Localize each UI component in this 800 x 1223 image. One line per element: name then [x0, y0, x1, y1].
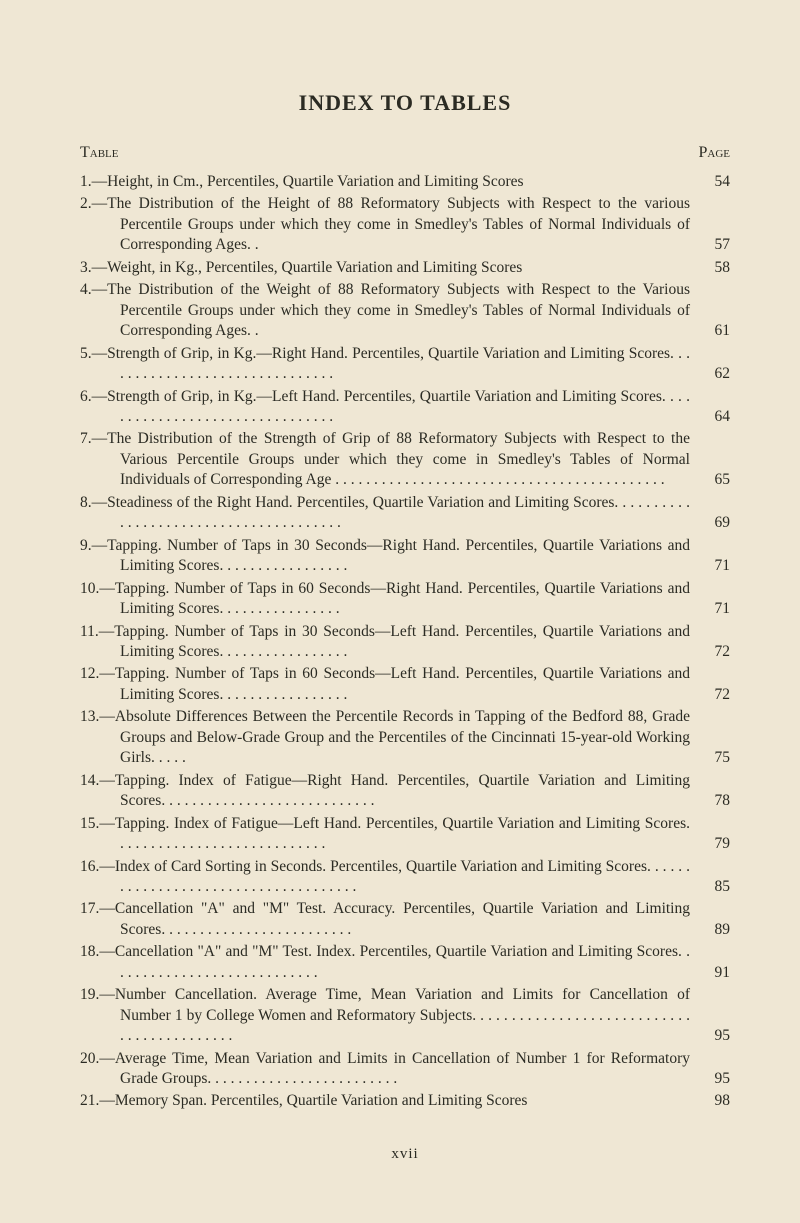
column-header-row: Table Page: [80, 144, 730, 162]
index-entry: 20.—Average Time, Mean Variation and Lim…: [80, 1049, 730, 1090]
index-entry-page: 78: [690, 791, 730, 811]
index-entry: 10.—Tapping. Number of Taps in 60 Second…: [80, 579, 730, 620]
index-entry-page: 95: [690, 1026, 730, 1046]
index-entry-page: 64: [690, 407, 730, 427]
index-entry-text: 10.—Tapping. Number of Taps in 60 Second…: [80, 579, 690, 620]
index-entry-page: 71: [690, 599, 730, 619]
index-entry-page: 58: [690, 258, 730, 278]
index-entry-text: 3.—Weight, in Kg., Percentiles, Quartile…: [80, 258, 690, 278]
index-entry-text: 18.—Cancellation "A" and "M" Test. Index…: [80, 942, 690, 983]
index-entry: 17.—Cancellation "A" and "M" Test. Accur…: [80, 899, 730, 940]
index-entry-text: 17.—Cancellation "A" and "M" Test. Accur…: [80, 899, 690, 940]
index-entry-text: 12.—Tapping. Number of Taps in 60 Second…: [80, 664, 690, 705]
index-entry-text: 16.—Index of Card Sorting in Seconds. Pe…: [80, 857, 690, 898]
index-entry-page: 54: [690, 172, 730, 192]
index-entry-page: 71: [690, 556, 730, 576]
index-entry-text: 14.—Tapping. Index of Fatigue—Right Hand…: [80, 771, 690, 812]
index-entry-page: 69: [690, 513, 730, 533]
index-entry-page: 75: [690, 748, 730, 768]
index-entry-text: 7.—The Distribution of the Strength of G…: [80, 429, 690, 490]
index-entry: 6.—Strength of Grip, in Kg.—Left Hand. P…: [80, 387, 730, 428]
index-entry-text: 4.—The Distribution of the Weight of 88 …: [80, 280, 690, 341]
index-entry-page: 57: [690, 235, 730, 255]
index-entry: 18.—Cancellation "A" and "M" Test. Index…: [80, 942, 730, 983]
index-entry: 15.—Tapping. Index of Fatigue—Left Hand.…: [80, 814, 730, 855]
index-entry-page: 61: [690, 321, 730, 341]
index-entries: 1.—Height, in Cm., Percentiles, Quartile…: [80, 172, 730, 1112]
index-entry-text: 21.—Memory Span. Percentiles, Quartile V…: [80, 1091, 690, 1111]
index-entry: 16.—Index of Card Sorting in Seconds. Pe…: [80, 857, 730, 898]
index-entry-page: 62: [690, 364, 730, 384]
index-entry-text: 6.—Strength of Grip, in Kg.—Left Hand. P…: [80, 387, 690, 428]
index-entry-page: 91: [690, 963, 730, 983]
column-header-page: Page: [698, 144, 730, 162]
index-entry-page: 79: [690, 834, 730, 854]
index-entry: 3.—Weight, in Kg., Percentiles, Quartile…: [80, 258, 730, 278]
index-entry-text: 15.—Tapping. Index of Fatigue—Left Hand.…: [80, 814, 690, 855]
index-entry-text: 5.—Strength of Grip, in Kg.—Right Hand. …: [80, 344, 690, 385]
index-entry: 8.—Steadiness of the Right Hand. Percent…: [80, 493, 730, 534]
index-entry: 2.—The Distribution of the Height of 88 …: [80, 194, 730, 255]
index-entry-text: 11.—Tapping. Number of Taps in 30 Second…: [80, 622, 690, 663]
index-entry-text: 20.—Average Time, Mean Variation and Lim…: [80, 1049, 690, 1090]
page-title: INDEX TO TABLES: [80, 90, 730, 116]
folio-number: xvii: [80, 1146, 730, 1163]
index-entry: 21.—Memory Span. Percentiles, Quartile V…: [80, 1091, 730, 1111]
index-entry-text: 19.—Number Cancellation. Average Time, M…: [80, 985, 690, 1046]
index-entry-page: 72: [690, 642, 730, 662]
index-entry: 9.—Tapping. Number of Taps in 30 Seconds…: [80, 536, 730, 577]
index-entry: 11.—Tapping. Number of Taps in 30 Second…: [80, 622, 730, 663]
index-entry: 13.—Absolute Differences Between the Per…: [80, 707, 730, 768]
index-entry-page: 85: [690, 877, 730, 897]
index-entry: 1.—Height, in Cm., Percentiles, Quartile…: [80, 172, 730, 192]
index-entry: 7.—The Distribution of the Strength of G…: [80, 429, 730, 490]
index-entry: 5.—Strength of Grip, in Kg.—Right Hand. …: [80, 344, 730, 385]
index-entry-text: 9.—Tapping. Number of Taps in 30 Seconds…: [80, 536, 690, 577]
index-entry-text: 1.—Height, in Cm., Percentiles, Quartile…: [80, 172, 690, 192]
index-entry-text: 13.—Absolute Differences Between the Per…: [80, 707, 690, 768]
index-entry: 19.—Number Cancellation. Average Time, M…: [80, 985, 730, 1046]
scanned-page: INDEX TO TABLES Table Page 1.—Height, in…: [0, 0, 800, 1223]
index-entry-text: 8.—Steadiness of the Right Hand. Percent…: [80, 493, 690, 534]
index-entry-page: 72: [690, 685, 730, 705]
index-entry: 4.—The Distribution of the Weight of 88 …: [80, 280, 730, 341]
index-entry-page: 65: [690, 470, 730, 490]
index-entry: 14.—Tapping. Index of Fatigue—Right Hand…: [80, 771, 730, 812]
index-entry-page: 89: [690, 920, 730, 940]
index-entry-page: 98: [690, 1091, 730, 1111]
index-entry-page: 95: [690, 1069, 730, 1089]
column-header-table: Table: [80, 144, 119, 162]
index-entry-text: 2.—The Distribution of the Height of 88 …: [80, 194, 690, 255]
index-entry: 12.—Tapping. Number of Taps in 60 Second…: [80, 664, 730, 705]
